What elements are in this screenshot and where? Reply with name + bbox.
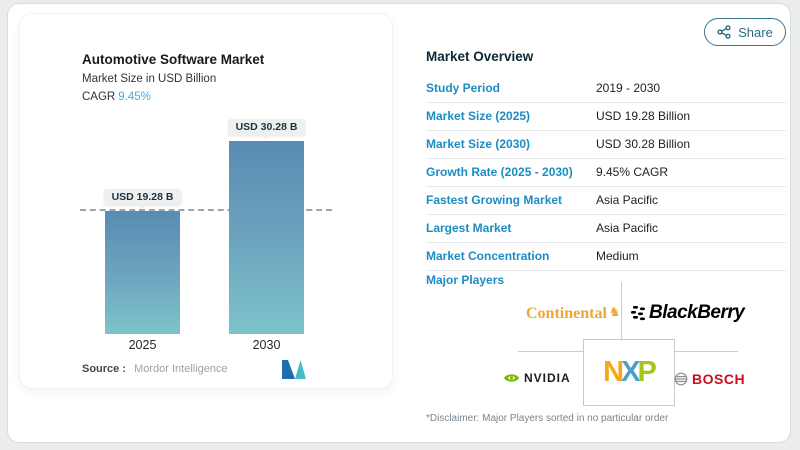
table-row: Market Concentration Medium bbox=[426, 243, 786, 271]
row-label: Study Period bbox=[426, 81, 501, 95]
table-row: Growth Rate (2025 - 2030) 9.45% CAGR bbox=[426, 159, 786, 187]
row-value: USD 19.28 Billion bbox=[596, 109, 691, 123]
bar-2025 bbox=[105, 211, 180, 334]
chart-panel: USD 19.28 B USD 30.28 B Automotive Softw… bbox=[19, 13, 393, 389]
bar-chart: USD 19.28 B USD 30.28 B bbox=[20, 14, 392, 334]
table-row: Fastest Growing Market Asia Pacific bbox=[426, 187, 786, 215]
mordor-intelligence-logo-icon bbox=[282, 360, 306, 379]
nxp-logo-box: NXP bbox=[583, 339, 675, 406]
source-label: Source : bbox=[82, 363, 127, 375]
row-value: Medium bbox=[596, 249, 639, 263]
x-axis-label-2030: 2030 bbox=[252, 338, 281, 352]
nxp-letter-n: N bbox=[603, 356, 624, 388]
blackberry-dots-icon bbox=[631, 305, 645, 320]
blackberry-wordmark: BlackBerry bbox=[649, 302, 745, 323]
bar-value-pill: USD 19.28 B bbox=[103, 189, 182, 206]
table-row: Market Size (2025) USD 19.28 Billion bbox=[426, 103, 786, 131]
row-label: Growth Rate (2025 - 2030) bbox=[426, 165, 573, 179]
grid-divider bbox=[621, 282, 622, 339]
bosch-armature-icon bbox=[674, 372, 688, 386]
source-attribution: Source : Mordor Intelligence bbox=[82, 363, 228, 375]
grid-divider bbox=[673, 351, 738, 352]
bar-value-label: USD 30.28 B bbox=[235, 121, 298, 133]
row-value: 2019 - 2030 bbox=[596, 81, 661, 95]
bosch-wordmark: BOSCH bbox=[692, 371, 746, 387]
row-label: Market Size (2030) bbox=[426, 137, 531, 151]
chart-title: Automotive Software Market bbox=[82, 52, 265, 67]
row-label: Largest Market bbox=[426, 221, 512, 235]
nxp-letter-p: P bbox=[637, 356, 656, 388]
x-axis-label-2025: 2025 bbox=[128, 338, 157, 352]
row-label: Market Concentration bbox=[426, 249, 550, 263]
reference-dashed-line bbox=[80, 209, 332, 212]
row-value: Asia Pacific bbox=[596, 221, 659, 235]
major-players-title: Major Players bbox=[426, 273, 505, 287]
disclaimer-text: *Disclaimer: Major Players sorted in no … bbox=[426, 413, 669, 424]
nxp-logo: NXP bbox=[603, 356, 657, 388]
share-icon bbox=[717, 25, 731, 39]
overview-table: Study Period 2019 - 2030 Market Size (20… bbox=[426, 75, 786, 271]
row-value: 9.45% CAGR bbox=[596, 165, 669, 179]
share-button[interactable]: Share bbox=[704, 18, 786, 46]
source-value: Mordor Intelligence bbox=[134, 363, 228, 375]
share-button-label: Share bbox=[738, 24, 773, 40]
overview-title: Market Overview bbox=[426, 49, 534, 64]
blackberry-logo: BlackBerry bbox=[631, 302, 745, 324]
table-row: Largest Market Asia Pacific bbox=[426, 215, 786, 243]
nxp-letter-x: X bbox=[621, 356, 640, 388]
grid-divider bbox=[518, 351, 583, 352]
report-card: USD 19.28 B USD 30.28 B Automotive Softw… bbox=[7, 3, 791, 443]
cagr-value: 9.45% bbox=[118, 91, 151, 103]
cagr-line: CAGR 9.45% bbox=[82, 91, 151, 103]
bar-group-2025: USD 19.28 B bbox=[103, 14, 182, 334]
bosch-logo: BOSCH bbox=[674, 371, 745, 387]
bar-2030 bbox=[229, 141, 304, 334]
nvidia-eye-icon bbox=[504, 374, 519, 382]
continental-logo: Continental bbox=[526, 305, 621, 323]
row-label: Fastest Growing Market bbox=[426, 193, 563, 207]
row-value: USD 30.28 Billion bbox=[596, 137, 691, 151]
table-row: Market Size (2030) USD 30.28 Billion bbox=[426, 131, 786, 159]
nvidia-logo: NVIDIA bbox=[503, 371, 571, 385]
nvidia-wordmark: NVIDIA bbox=[524, 371, 571, 385]
bar-value-label: USD 19.28 B bbox=[111, 191, 174, 204]
bar-group-2030: USD 30.28 B bbox=[227, 14, 306, 334]
major-players-grid: Continental BlackBerry NXP bbox=[426, 269, 786, 411]
table-row: Study Period 2019 - 2030 bbox=[426, 75, 786, 103]
bar-value-pill: USD 30.28 B bbox=[227, 119, 306, 135]
chart-subtitle: Market Size in USD Billion bbox=[82, 73, 217, 85]
row-value: Asia Pacific bbox=[596, 193, 659, 207]
cagr-label: CAGR bbox=[82, 91, 116, 103]
row-label: Market Size (2025) bbox=[426, 109, 531, 123]
